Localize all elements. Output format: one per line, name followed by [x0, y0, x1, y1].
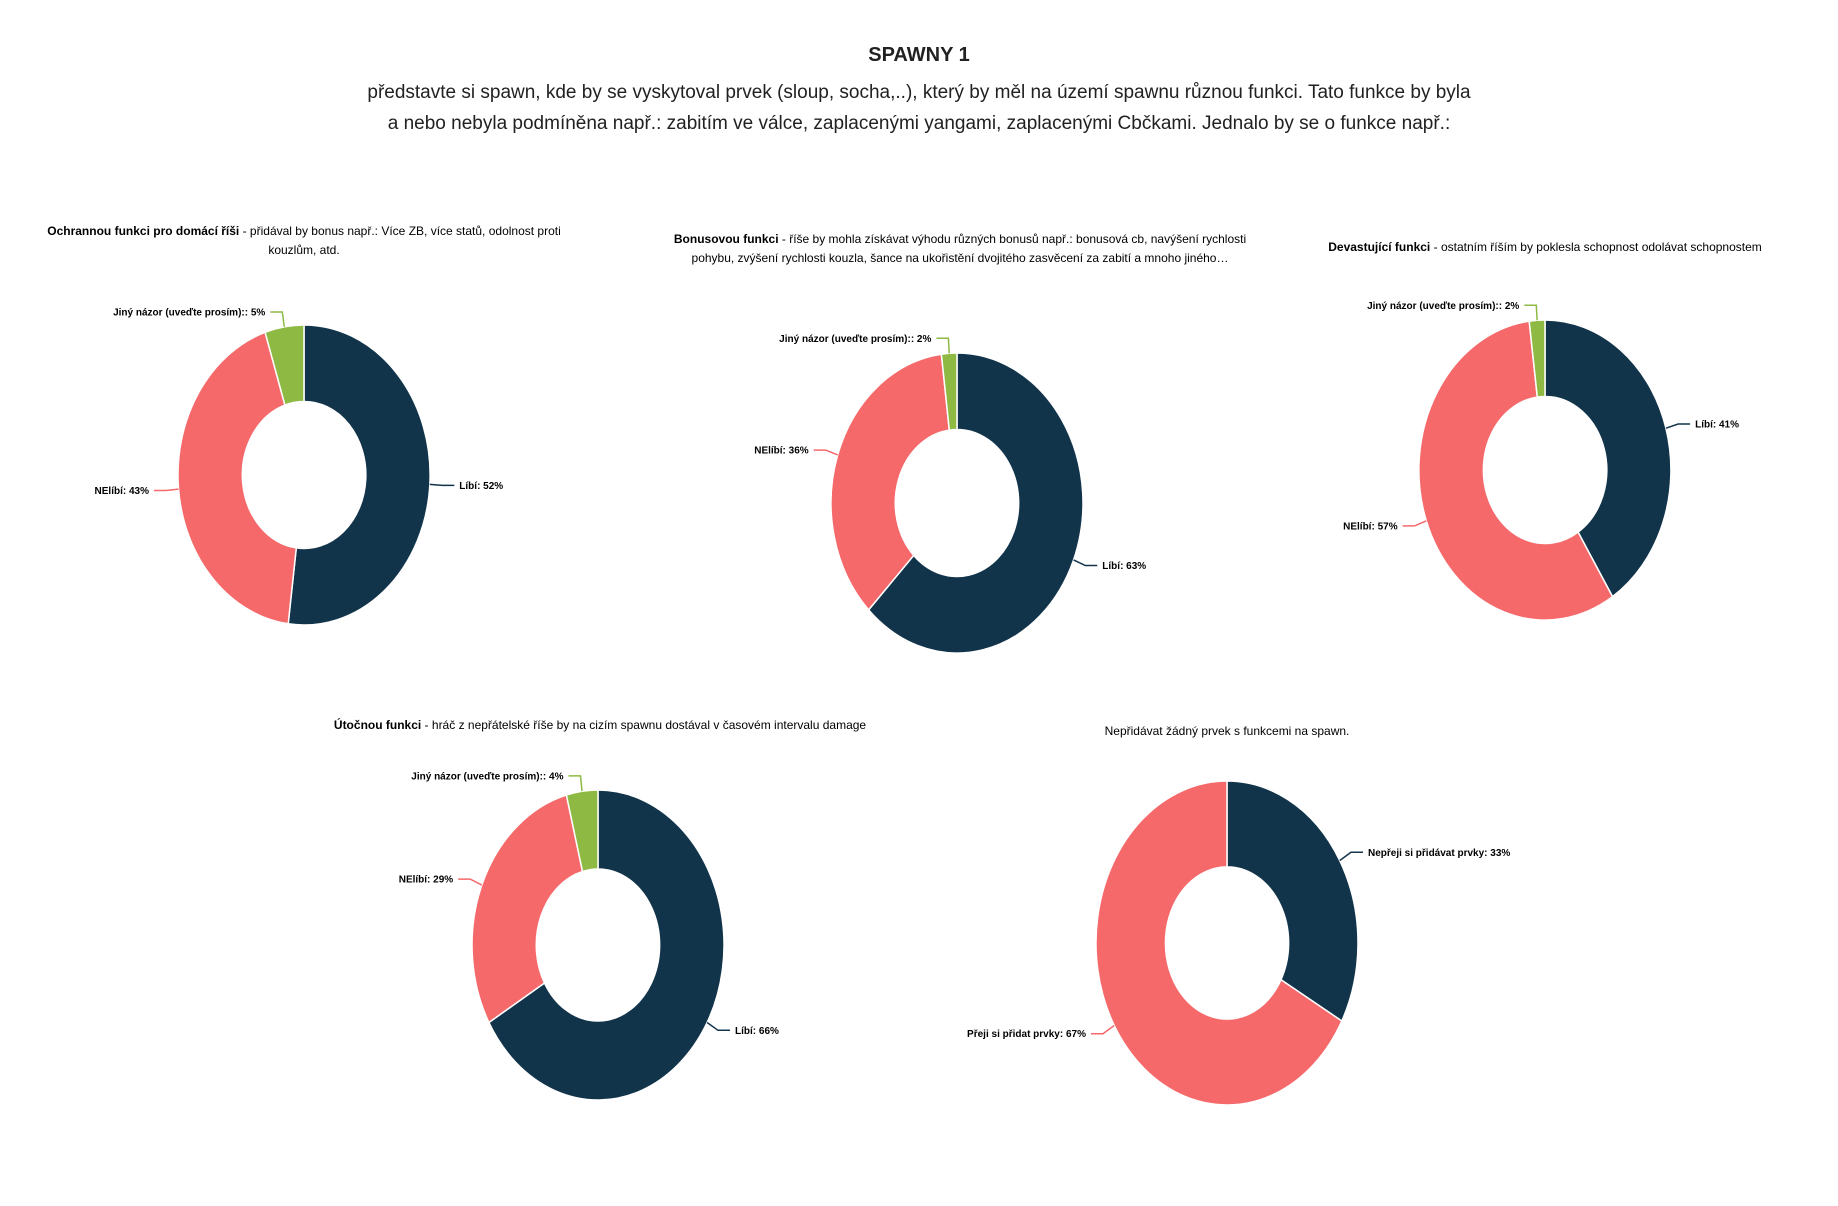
donut-slice[interactable] — [1544, 319, 1672, 598]
callout-leader-line — [1091, 1024, 1115, 1035]
chart-title-rest: - říše by mohla získávat výhodu různých … — [691, 232, 1247, 265]
callout-label: Jiný názor (uveďte prosím):: 5% — [113, 308, 265, 319]
callout-label: NElíbí: 43% — [95, 486, 150, 497]
donut-chart-2: Líbí: 63% NElíbí: 36% Jiný názor (uveďte p… — [754, 334, 1146, 654]
donut-slice[interactable] — [1226, 780, 1359, 1023]
callout-label: NElíbí: 57% — [1343, 521, 1398, 532]
chart-title-nepridavat-prvek: Nepřidávat žádný prvek s funkcemi na spa… — [1105, 722, 1350, 741]
donut-chart-1: Líbí: 52% NElíbí: 43% Jiný názor (uveďte p… — [95, 308, 503, 626]
callout-leader-line — [568, 775, 583, 792]
callout-label: Líbí: 52% — [459, 481, 503, 492]
callout-leader-line — [1402, 520, 1427, 527]
callout-label: Přeji si přidat prvky: 67% — [967, 1029, 1086, 1040]
callout-label: Líbí: 66% — [735, 1026, 779, 1037]
callout-label: NElíbí: 36% — [754, 446, 809, 457]
donut-slice[interactable] — [177, 331, 298, 625]
page-title: SPAWNY 1 — [868, 44, 970, 66]
donut-chart-5: Nepřeji si přidávat prvky: 33% Přeji si p… — [967, 780, 1510, 1106]
callout-leader-line — [1339, 851, 1363, 862]
chart-title-rest: - přidával by bonus např.: Více ZB, více… — [239, 224, 561, 257]
callout-leader-line — [429, 483, 455, 487]
donut-slice[interactable] — [940, 352, 958, 431]
donut-slice[interactable] — [487, 789, 725, 1101]
chart-title-rest: - hráč z nepřátelské říše by na cizím sp… — [421, 718, 867, 732]
chart-title-bold: Bonusovou funkci — [673, 232, 779, 246]
callout-label: Líbí: 41% — [1695, 420, 1739, 431]
chart-title-bold: Útočnou funkci — [333, 718, 422, 732]
callout-leader-line — [1524, 304, 1538, 321]
callout-label: Nepřeji si přidávat prvky: 33% — [1368, 848, 1510, 859]
page-subtitle-line-1: představte si spawn, kde by se vyskytova… — [367, 82, 1471, 103]
callout-leader-line — [1665, 423, 1691, 429]
donut-slice[interactable] — [867, 352, 1084, 654]
chart-title-rest: Nepřidávat žádný prvek s funkcemi na spa… — [1104, 724, 1350, 738]
callout-leader-line — [154, 488, 179, 492]
donut-slice[interactable] — [471, 794, 584, 1024]
donut-slice[interactable] — [1418, 320, 1614, 621]
chart-title-bold: Ochrannou funkci pro domácí říši — [47, 224, 240, 238]
page-subtitle: představte si spawn, kde by se vyskytova… — [0, 77, 1838, 139]
callout-leader-line — [458, 878, 483, 886]
donut-slice[interactable] — [830, 353, 951, 612]
callout-label: Jiný názor (uveďte prosím):: 2% — [779, 334, 931, 345]
chart-title-utocnou-funkci: Útočnou funkci - hráč z nepřátelské říše… — [334, 716, 866, 735]
callout-leader-line — [706, 1021, 730, 1032]
chart-title-bold: Devastující funkci — [1328, 240, 1431, 254]
callout-label: NElíbí: 29% — [399, 875, 454, 886]
callout-leader-line — [1073, 559, 1098, 567]
chart-title-devastujici-funkci: Devastující funkci - ostatním říším by p… — [1328, 238, 1762, 257]
donut-slice[interactable] — [1528, 319, 1546, 398]
donut-slice[interactable] — [1095, 780, 1343, 1106]
callout-label: Líbí: 63% — [1102, 561, 1146, 572]
callout-label: Jiný názor (uveďte prosím):: 4% — [411, 771, 563, 782]
chart-title-ochrannou-funkci: Ochrannou funkci pro domácí říši - přidá… — [24, 222, 584, 260]
chart-title-rest: - ostatním říším by poklesla schopnost o… — [1430, 240, 1762, 254]
donut-slice[interactable] — [264, 324, 305, 407]
callout-leader-line — [270, 311, 286, 327]
callout-leader-line — [813, 449, 838, 456]
callout-label: Jiný názor (uveďte prosím):: 2% — [1367, 301, 1519, 312]
page-header: SPAWNY 1 představte si spawn, kde by se … — [0, 0, 1838, 139]
page-subtitle-line-2: a nebo nebyla podmíněna např.: zabitím v… — [387, 113, 1451, 134]
donut-chart-4: Líbí: 66% NElíbí: 29% Jiný názor (uveďte p… — [399, 771, 779, 1101]
callout-leader-line — [936, 337, 950, 354]
donut-slice[interactable] — [287, 324, 431, 626]
donut-chart-3: Líbí: 41% NElíbí: 57% Jiný názor (uveďte p… — [1343, 301, 1739, 621]
donut-slice[interactable] — [565, 789, 599, 873]
chart-title-bonusovou-funkci: Bonusovou funkci - říše by mohla získáva… — [660, 230, 1260, 268]
